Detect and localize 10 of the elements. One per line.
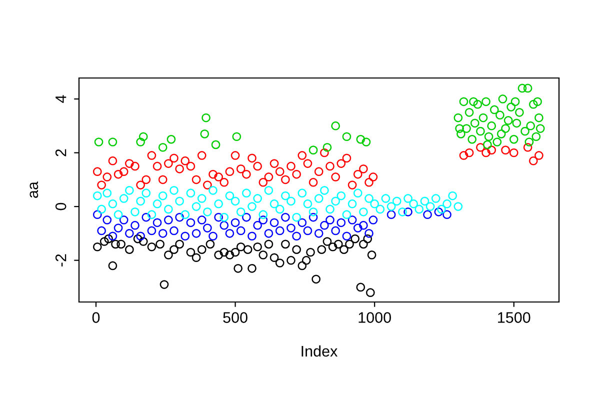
y-axis-title: aa bbox=[30, 182, 38, 198]
y-tick-label: -2 bbox=[55, 254, 66, 266]
x-tick-label: 0 bbox=[92, 312, 100, 323]
x-axis-title: Index bbox=[302, 345, 338, 357]
y-tick-label: 0 bbox=[55, 202, 66, 210]
x-tick-label: 1000 bbox=[358, 312, 391, 323]
y-tick-label: 4 bbox=[56, 95, 66, 103]
x-tick-label: 500 bbox=[223, 312, 248, 323]
y-tick-label: 2 bbox=[55, 149, 66, 156]
x-tick-label: 1500 bbox=[498, 312, 530, 323]
